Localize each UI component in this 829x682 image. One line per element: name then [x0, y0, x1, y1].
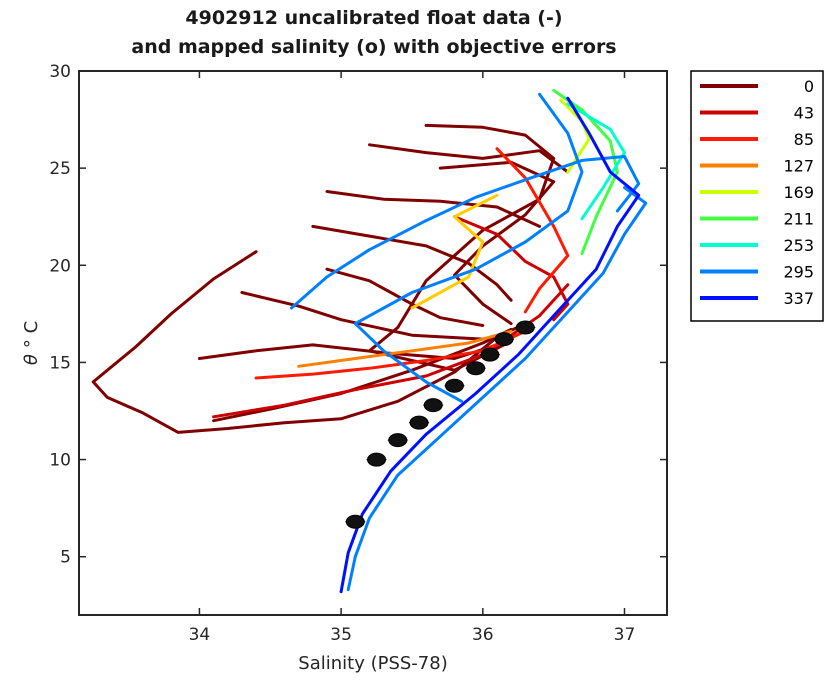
y-tick-labels: 5 10 15 20 25 30	[49, 62, 71, 568]
legend-label: 43	[794, 104, 814, 123]
x-axis-label: Salinity (PSS-78)	[298, 653, 447, 674]
x-tick-label: 35	[330, 625, 352, 645]
mapped-salinity-point	[388, 433, 408, 448]
profile-line	[197, 343, 499, 360]
mapped-salinity-point	[345, 514, 365, 529]
y-axis-unit: ° C	[21, 321, 42, 348]
mapped-salinity-point	[515, 320, 535, 335]
legend: 0 43 85 127 169 211 253 295 337	[690, 70, 824, 322]
profile-line	[566, 102, 626, 221]
profile-line	[353, 92, 584, 403]
profile-line	[368, 143, 570, 174]
y-tick-label: 10	[49, 451, 71, 471]
legend-label: 253	[783, 236, 814, 255]
legend-label: 0	[804, 77, 814, 96]
legend-label: 85	[794, 130, 814, 149]
mapped-points-layer	[345, 320, 536, 529]
chart-title-line2: and mapped salinity (o) with objective e…	[131, 36, 616, 58]
profile-line	[325, 267, 485, 327]
profile-line	[290, 155, 641, 310]
y-axis-label: θ ° C	[21, 321, 42, 365]
legend-label: 211	[783, 210, 814, 229]
profile-line	[495, 147, 570, 314]
chart-title-line1: 4902912 uncalibrated float data (-)	[185, 7, 562, 29]
legend-label: 169	[783, 183, 814, 202]
mapped-salinity-point	[494, 332, 514, 347]
y-tick-label: 30	[49, 62, 71, 82]
profile-line	[410, 193, 499, 310]
x-tick-labels: 34 35 36 37	[189, 625, 636, 645]
x-tick-label: 36	[472, 625, 494, 645]
mapped-salinity-point	[423, 398, 443, 413]
series-layer	[91, 88, 648, 594]
x-tick-label: 34	[189, 625, 211, 645]
plot-area	[79, 71, 667, 615]
profile-line	[212, 283, 570, 419]
y-axis-symbol: θ	[21, 354, 42, 365]
y-tick-label: 15	[49, 353, 71, 373]
profile-line	[297, 329, 513, 368]
mapped-salinity-point	[409, 415, 429, 430]
x-tick-label: 37	[614, 625, 636, 645]
profile-line	[91, 250, 527, 434]
mapped-salinity-point	[480, 347, 500, 362]
profile-line	[254, 329, 527, 380]
y-tick-label: 5	[60, 548, 71, 568]
mapped-salinity-point	[367, 452, 387, 467]
legend-label: 127	[783, 157, 814, 176]
profile-line	[212, 327, 513, 423]
legend-label: 337	[783, 289, 814, 308]
profile-line	[339, 96, 641, 594]
profile-line	[438, 160, 556, 326]
mapped-salinity-point	[444, 378, 464, 393]
profile-line	[311, 224, 513, 302]
profile-line	[368, 123, 556, 372]
legend-label: 295	[783, 263, 814, 282]
profile-line	[240, 291, 485, 341]
y-tick-label: 25	[49, 159, 71, 179]
plot-frame	[78, 70, 668, 616]
profile-line	[325, 190, 541, 228]
y-tick-label: 20	[49, 256, 71, 276]
profile-line	[453, 215, 570, 322]
mapped-salinity-point	[466, 361, 486, 376]
profile-line	[346, 186, 648, 592]
